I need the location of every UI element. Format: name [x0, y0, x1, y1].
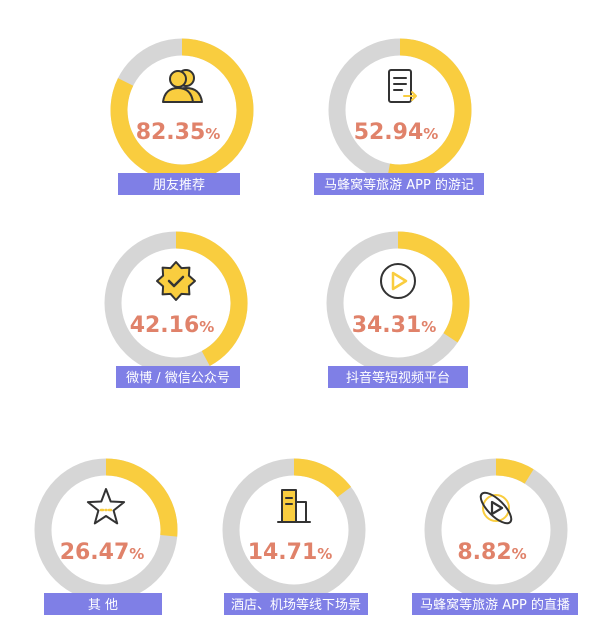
donut-slice	[495, 458, 534, 484]
category-label: 微博 / 微信公众号	[126, 371, 230, 386]
data-label: 8.82%	[457, 540, 526, 565]
category-label-box	[118, 173, 240, 195]
percent-value: 42.16	[130, 313, 200, 338]
live-orbit-icon	[479, 491, 513, 525]
percent-value: 82.35	[136, 120, 206, 145]
category-label-box	[224, 593, 368, 615]
star-icon	[86, 488, 126, 525]
donut-item: 42.16% 微博 / 微信公众号	[104, 231, 248, 388]
donut-slice	[293, 458, 352, 498]
percent-value: 14.71	[248, 540, 318, 565]
data-label: 14.71%	[248, 540, 333, 565]
percent-value: 34.31	[352, 313, 422, 338]
percent-sign: %	[205, 125, 220, 143]
category-label: 朋友推荐	[153, 177, 205, 193]
data-label: 52.94%	[354, 120, 439, 145]
data-label: 42.16%	[130, 313, 215, 338]
category-label: 马蜂窝等旅游 APP 的游记	[324, 177, 474, 193]
category-label: 马蜂窝等旅游 APP 的直播	[420, 597, 570, 613]
building-icon	[277, 489, 311, 523]
donut-item: 14.71% 酒店、机场等线下场景	[222, 458, 368, 615]
category-label-box	[314, 173, 484, 195]
percent-sign: %	[421, 318, 436, 336]
donut-slice	[397, 231, 470, 343]
donut-item: 26.47% 其 他	[34, 458, 178, 615]
percent-sign: %	[512, 545, 527, 563]
donut-item: 52.94% 马蜂窝等旅游 APP 的游记	[314, 38, 484, 195]
verified-badge-icon	[156, 261, 196, 301]
category-label-box	[116, 366, 240, 388]
percent-sign: %	[423, 125, 438, 143]
donut-item: 82.35% 朋友推荐	[110, 38, 254, 195]
users-icon	[162, 69, 203, 103]
donut-item: 34.31% 抖音等短视频平台	[326, 231, 470, 388]
document-icon	[388, 69, 417, 103]
percent-sign: %	[317, 545, 332, 563]
category-label-box	[328, 366, 468, 388]
play-icon	[380, 263, 416, 299]
donut-track	[424, 458, 568, 602]
percent-sign: %	[129, 545, 144, 563]
category-label: 酒店、机场等线下场景	[231, 597, 361, 613]
percent-value: 52.94	[354, 120, 424, 145]
category-label-box	[44, 593, 162, 615]
percent-value: 26.47	[60, 540, 130, 565]
category-label: 抖音等短视频平台	[346, 370, 450, 386]
donut-slice	[110, 38, 254, 182]
category-label: 其 他	[88, 598, 118, 613]
data-label: 82.35%	[136, 120, 221, 145]
data-label: 26.47%	[60, 540, 145, 565]
donut-slice	[175, 231, 248, 366]
percent-sign: %	[199, 318, 214, 336]
data-label: 34.31%	[352, 313, 437, 338]
category-label-box	[412, 593, 578, 615]
percent-value: 8.82	[457, 540, 511, 565]
donut-item: 8.82% 马蜂窝等旅游 APP 的直播	[412, 458, 578, 615]
donut-slice	[386, 38, 472, 182]
donut-slice	[105, 458, 178, 537]
